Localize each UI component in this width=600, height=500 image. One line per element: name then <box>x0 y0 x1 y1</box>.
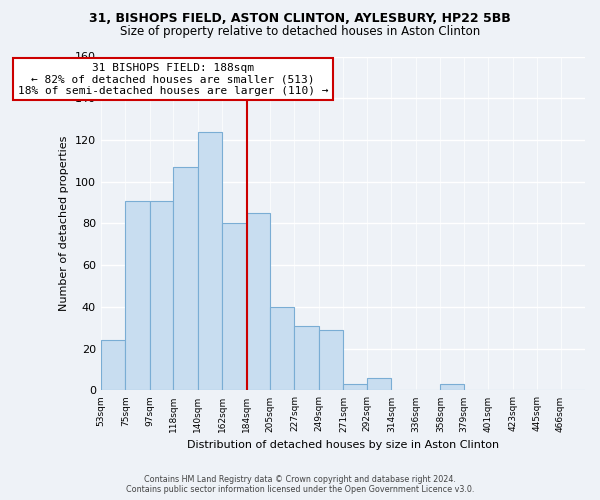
Bar <box>270 307 295 390</box>
Bar <box>367 378 391 390</box>
Bar <box>440 384 464 390</box>
Text: 31, BISHOPS FIELD, ASTON CLINTON, AYLESBURY, HP22 5BB: 31, BISHOPS FIELD, ASTON CLINTON, AYLESB… <box>89 12 511 26</box>
Bar <box>222 224 247 390</box>
Bar <box>295 326 319 390</box>
Bar <box>150 200 173 390</box>
Text: 31 BISHOPS FIELD: 188sqm
← 82% of detached houses are smaller (513)
18% of semi-: 31 BISHOPS FIELD: 188sqm ← 82% of detach… <box>18 63 328 96</box>
Bar <box>125 200 150 390</box>
Y-axis label: Number of detached properties: Number of detached properties <box>59 136 69 311</box>
Bar <box>343 384 367 390</box>
Text: Size of property relative to detached houses in Aston Clinton: Size of property relative to detached ho… <box>120 25 480 38</box>
X-axis label: Distribution of detached houses by size in Aston Clinton: Distribution of detached houses by size … <box>187 440 499 450</box>
Bar <box>319 330 343 390</box>
Bar <box>101 340 125 390</box>
Bar <box>197 132 222 390</box>
Text: Contains HM Land Registry data © Crown copyright and database right 2024.
Contai: Contains HM Land Registry data © Crown c… <box>126 474 474 494</box>
Bar <box>247 213 270 390</box>
Bar <box>173 167 197 390</box>
